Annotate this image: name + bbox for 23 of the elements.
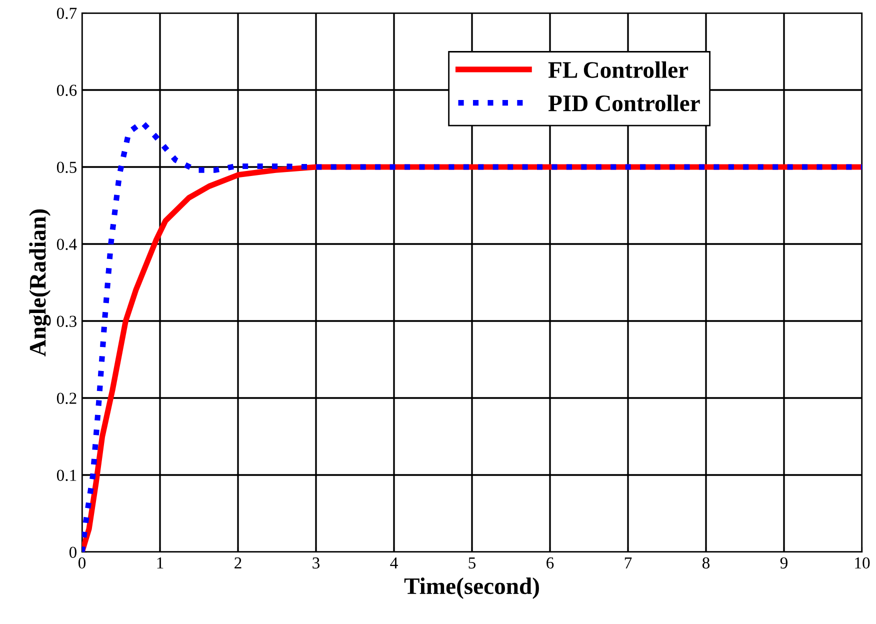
x-tick-label: 1 (157, 557, 164, 568)
y-tick-label: 0.7 (56, 8, 77, 20)
x-tick-label: 2 (234, 557, 242, 568)
x-axis-title: Time(second) (404, 578, 539, 599)
x-tick-label: 4 (390, 557, 398, 568)
y-tick-label: 0.5 (56, 162, 76, 174)
x-tick-label: 7 (624, 558, 632, 568)
legend-label: PID Controller (548, 94, 700, 112)
y-tick-label: 0.2 (56, 392, 76, 404)
y-tick-label: 0.6 (56, 84, 77, 96)
x-tick-label: 3 (312, 557, 320, 569)
x-tick-label: 8 (702, 557, 710, 569)
x-tick-label: 10 (855, 557, 870, 569)
y-tick-label: 0.3 (56, 316, 76, 328)
x-tick-label: 6 (546, 557, 554, 569)
y-tick-label: 0.4 (56, 238, 77, 250)
y-axis-title: Angle(Radian) (29, 209, 51, 356)
x-tick-label: 9 (780, 557, 788, 569)
y-tick-label: 0.1 (56, 470, 76, 482)
y-tick-label: 0 (69, 546, 77, 558)
x-tick-label: 0 (78, 557, 86, 569)
x-tick-label: 5 (468, 558, 476, 569)
legend-label: FL Controller (548, 61, 688, 78)
